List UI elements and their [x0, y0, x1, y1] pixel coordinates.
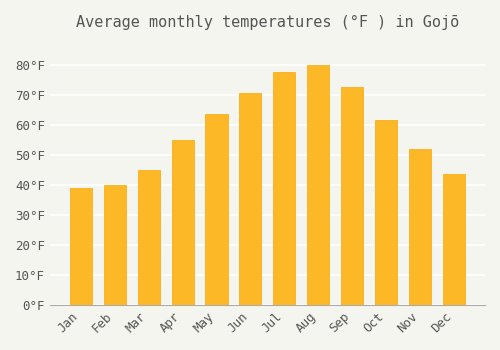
Bar — [104, 185, 126, 305]
Bar — [206, 114, 228, 305]
Bar — [240, 93, 262, 305]
Bar — [308, 65, 330, 305]
Bar — [274, 72, 295, 305]
Bar — [70, 188, 92, 305]
Bar — [443, 174, 465, 305]
Title: Average monthly temperatures (°F ) in Gojō: Average monthly temperatures (°F ) in Go… — [76, 15, 459, 30]
Bar — [375, 120, 398, 305]
Bar — [138, 170, 160, 305]
Bar — [409, 149, 432, 305]
Bar — [342, 88, 363, 305]
Bar — [172, 140, 194, 305]
